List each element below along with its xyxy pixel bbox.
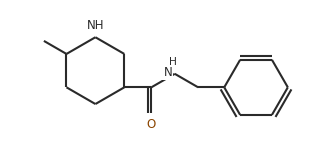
Text: NH: NH	[86, 19, 104, 31]
Text: H: H	[169, 57, 177, 67]
Text: O: O	[147, 118, 156, 131]
Text: N: N	[163, 66, 172, 79]
